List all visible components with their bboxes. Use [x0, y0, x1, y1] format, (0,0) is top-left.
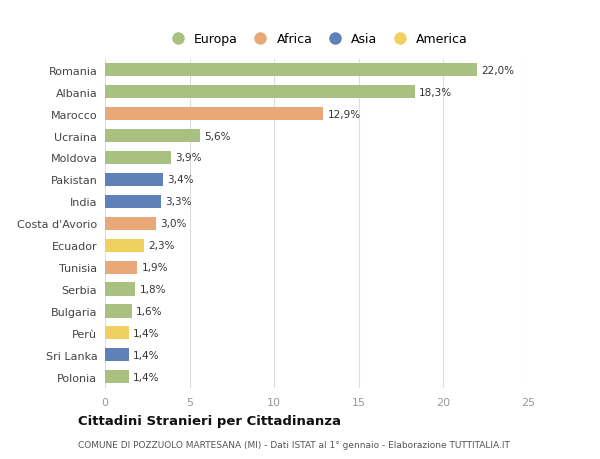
Bar [105, 64, 477, 77]
Text: 12,9%: 12,9% [328, 109, 361, 119]
Bar [105, 327, 128, 340]
Text: 3,0%: 3,0% [160, 219, 187, 229]
Text: 1,4%: 1,4% [133, 328, 160, 338]
Bar [105, 283, 136, 296]
Text: 3,4%: 3,4% [167, 175, 193, 185]
Bar [105, 348, 128, 362]
Text: 3,3%: 3,3% [165, 197, 191, 207]
Text: 1,8%: 1,8% [140, 285, 166, 294]
Bar [105, 174, 163, 186]
Text: 3,9%: 3,9% [175, 153, 202, 163]
Text: 5,6%: 5,6% [204, 131, 230, 141]
Text: 18,3%: 18,3% [419, 88, 452, 97]
Text: 1,4%: 1,4% [133, 350, 160, 360]
Text: 1,4%: 1,4% [133, 372, 160, 382]
Text: Cittadini Stranieri per Cittadinanza: Cittadini Stranieri per Cittadinanza [78, 414, 341, 428]
Text: 1,9%: 1,9% [142, 263, 168, 273]
Bar [105, 196, 161, 208]
Text: 1,6%: 1,6% [136, 306, 163, 316]
Text: COMUNE DI POZZUOLO MARTESANA (MI) - Dati ISTAT al 1° gennaio - Elaborazione TUTT: COMUNE DI POZZUOLO MARTESANA (MI) - Dati… [78, 441, 510, 449]
Bar [105, 217, 156, 230]
Legend: Europa, Africa, Asia, America: Europa, Africa, Asia, America [165, 33, 468, 46]
Bar [105, 239, 144, 252]
Text: 22,0%: 22,0% [481, 66, 514, 76]
Text: 2,3%: 2,3% [148, 241, 175, 251]
Bar [105, 108, 323, 121]
Bar [105, 261, 137, 274]
Bar [105, 370, 128, 383]
Bar [105, 305, 132, 318]
Bar [105, 151, 171, 165]
Bar [105, 86, 415, 99]
Bar [105, 130, 200, 143]
